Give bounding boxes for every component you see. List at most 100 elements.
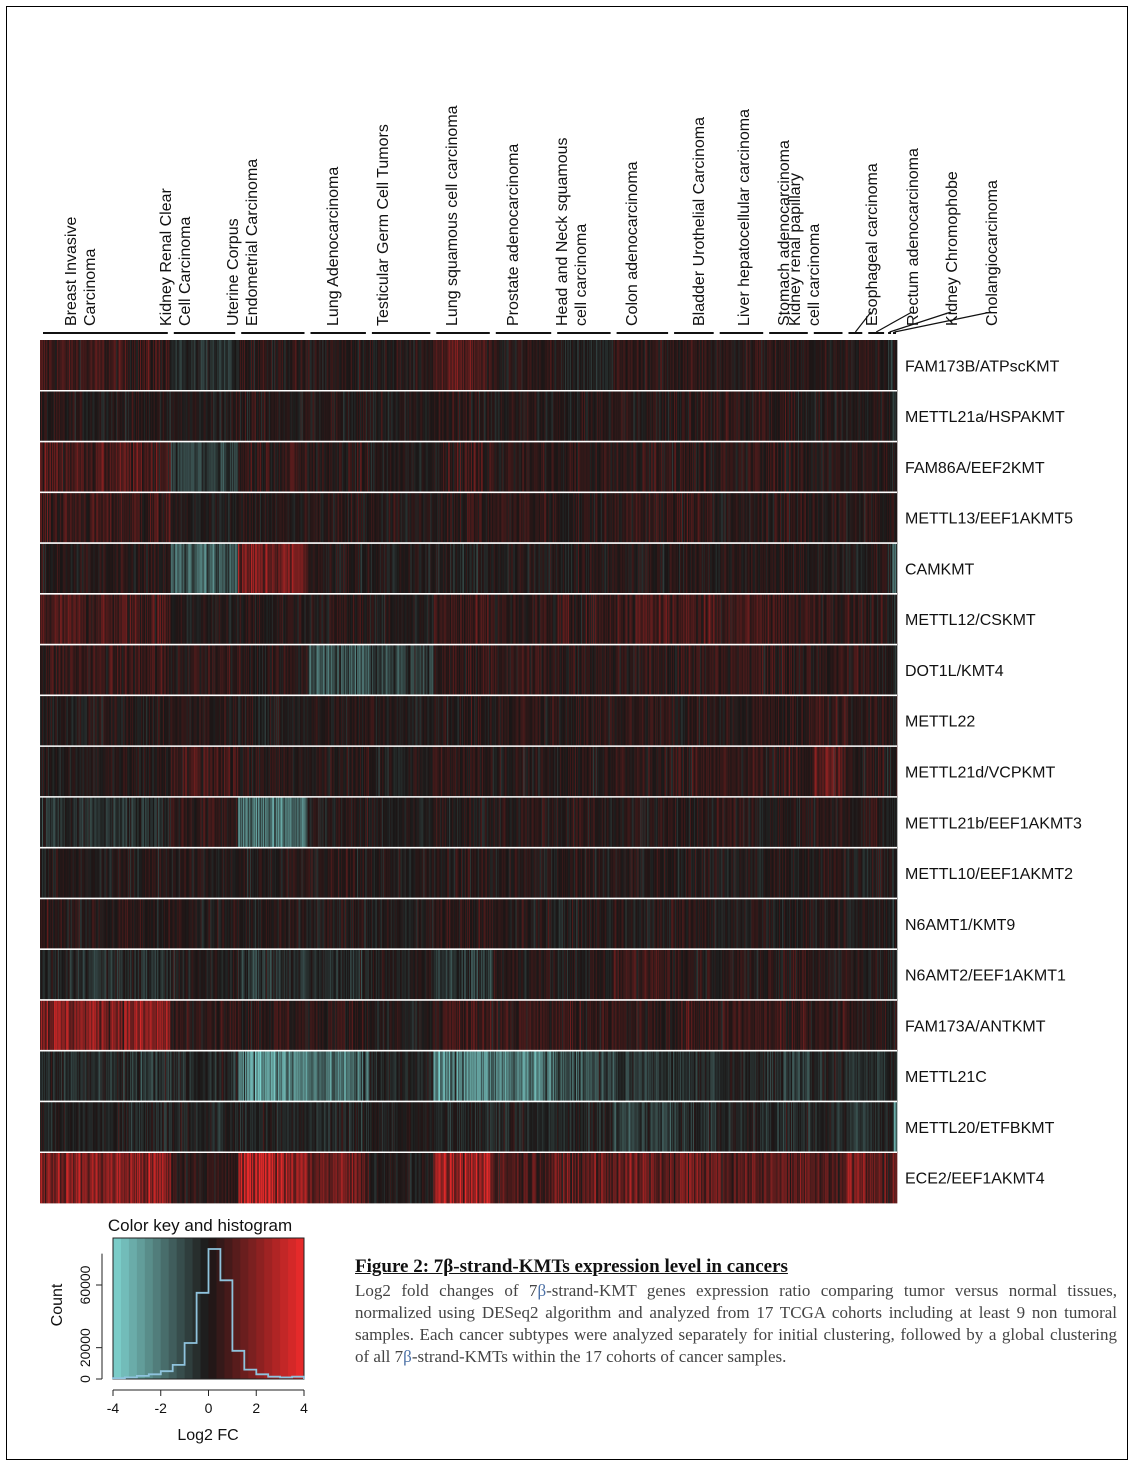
heatmap-cell xyxy=(79,644,81,696)
heatmap-cell xyxy=(47,695,50,747)
heatmap-cell xyxy=(68,1101,71,1153)
heatmap-cell xyxy=(116,1101,118,1153)
heatmap-cell xyxy=(134,1101,136,1153)
heatmap-cell xyxy=(76,1101,78,1153)
heatmap-cell xyxy=(152,695,155,747)
heatmap-cell xyxy=(212,340,214,392)
heatmap-cell xyxy=(75,492,78,544)
heatmap-cell xyxy=(68,441,71,493)
heatmap-cell xyxy=(52,1101,55,1153)
heatmap-cell xyxy=(81,847,83,899)
heatmap-cell xyxy=(113,644,115,696)
heatmap-cell xyxy=(149,949,152,1001)
heatmap-cell xyxy=(63,695,66,747)
heatmap-cell xyxy=(128,746,130,798)
heatmap-cell xyxy=(96,543,98,595)
heatmap-cell xyxy=(166,847,169,899)
heatmap-cell xyxy=(85,593,87,645)
heatmap-cell xyxy=(110,340,112,392)
heatmap-cell xyxy=(63,796,66,848)
heatmap-cell xyxy=(113,543,115,595)
heatmap-cell xyxy=(152,390,155,442)
heatmap-cell xyxy=(134,898,136,950)
heatmap-cell xyxy=(123,390,125,442)
heatmap-cell xyxy=(50,999,53,1052)
heatmap-cell xyxy=(62,847,65,899)
heatmap-cell xyxy=(54,340,57,392)
heatmap-cell xyxy=(53,898,56,950)
heatmap-cell xyxy=(121,543,123,595)
heatmap-cell xyxy=(135,644,137,696)
heatmap-cell xyxy=(160,1152,163,1204)
heatmap-cell xyxy=(133,796,135,848)
heatmap-cell xyxy=(43,796,46,848)
heatmap-cell xyxy=(129,644,131,696)
heatmap-cell xyxy=(80,949,82,1001)
heatmap-cell xyxy=(130,644,132,696)
heatmap-cell xyxy=(116,1050,118,1102)
heatmap-cell xyxy=(99,543,101,595)
heatmap-cell xyxy=(66,1101,69,1153)
heatmap-cell xyxy=(115,644,117,696)
heatmap-cell xyxy=(181,390,184,442)
heatmap-cell xyxy=(194,340,196,392)
heatmap-cell xyxy=(158,1050,161,1102)
heatmap-cell xyxy=(145,1101,147,1153)
heatmap-cell xyxy=(152,746,155,798)
heatmap-cell xyxy=(64,390,67,442)
heatmap-cell xyxy=(147,441,150,493)
heatmap-cell xyxy=(135,543,137,595)
heatmap-cell xyxy=(62,898,65,950)
heatmap-cell xyxy=(101,390,103,442)
heatmap-cell xyxy=(195,340,197,392)
heatmap-cell xyxy=(159,949,162,1001)
heatmap-cell xyxy=(93,695,95,747)
heatmap-cell xyxy=(149,390,152,442)
heatmap-cell xyxy=(105,340,107,392)
heatmap-cell xyxy=(134,695,136,747)
heatmap-cell xyxy=(124,746,126,798)
heatmap-cell xyxy=(90,999,92,1052)
heatmap-cell xyxy=(103,644,105,696)
heatmap-cell xyxy=(43,593,46,645)
heatmap-cell xyxy=(148,1152,151,1204)
heatmap-cell xyxy=(46,1101,49,1153)
heatmap-cell xyxy=(101,1101,103,1153)
heatmap-cell xyxy=(106,1101,108,1153)
heatmap-cell xyxy=(120,847,122,899)
heatmap-cell xyxy=(87,543,89,595)
heatmap-cell xyxy=(142,543,144,595)
heatmap-cell xyxy=(78,644,80,696)
heatmap-cell xyxy=(58,1101,61,1153)
heatmap-cell xyxy=(79,390,81,442)
heatmap-cell xyxy=(155,543,158,595)
heatmap-cell xyxy=(50,1101,53,1153)
heatmap-cell xyxy=(90,898,92,950)
heatmap-cell xyxy=(51,644,54,696)
heatmap-cell xyxy=(163,695,166,747)
heatmap-cell xyxy=(121,593,123,645)
heatmap-cell xyxy=(147,441,149,493)
heatmap-cell xyxy=(223,340,225,392)
heatmap-cell xyxy=(148,390,151,442)
heatmap-cell xyxy=(91,390,93,442)
heatmap-cell xyxy=(202,340,204,392)
heatmap-cell xyxy=(100,644,102,696)
heatmap-cell xyxy=(144,492,146,544)
heatmap-cell xyxy=(127,949,129,1001)
heatmap-cell xyxy=(72,543,75,595)
heatmap-cell xyxy=(168,796,171,848)
heatmap-cell xyxy=(100,441,102,493)
heatmap-cell xyxy=(234,340,236,392)
heatmap-cell xyxy=(88,695,90,747)
heatmap-cell xyxy=(46,340,49,392)
heatmap-cell xyxy=(148,695,151,747)
heatmap-cell xyxy=(164,898,167,950)
heatmap-cell xyxy=(46,695,49,747)
heatmap-cell xyxy=(112,695,114,747)
heatmap-cell xyxy=(163,593,166,645)
heatmap-cell xyxy=(128,441,130,493)
heatmap-cell xyxy=(60,441,63,493)
heatmap-cell xyxy=(132,543,134,595)
heatmap-cell xyxy=(73,1050,76,1102)
